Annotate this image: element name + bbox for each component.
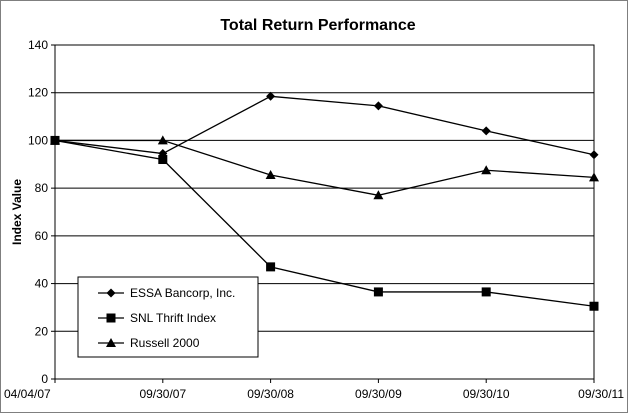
legend-entry: SNL Thrift Index	[98, 311, 216, 325]
series-line	[55, 139, 595, 196]
data-point	[481, 287, 491, 297]
data-point	[589, 172, 599, 182]
chart-title: Total Return Performance	[220, 17, 415, 34]
data-point	[481, 126, 491, 136]
x-axis-ticks: 04/04/07 09/30/07 09/30/08 09/30/09 09/30/10…	[4, 379, 624, 401]
x-tick-label: 09/30/10	[463, 387, 510, 401]
y-axis-label: Index Value	[10, 179, 24, 245]
legend-marker	[106, 288, 116, 298]
legend-entry: ESSA Bancorp, Inc.	[98, 286, 235, 300]
series-line	[54, 95, 595, 156]
x-tick-label: 09/30/08	[247, 387, 294, 401]
legend-label: SNL Thrift Index	[130, 311, 216, 325]
x-tick-label: 09/30/11	[578, 387, 624, 401]
data-point	[373, 190, 384, 200]
legend-marker	[106, 338, 116, 347]
data-point	[481, 165, 492, 175]
x-tick-label: 09/30/09	[355, 387, 402, 401]
data-point	[265, 170, 276, 180]
data-point	[589, 150, 599, 160]
data-point	[157, 135, 168, 145]
legend-entry: Russell 2000	[98, 336, 200, 350]
plot-area	[54, 44, 595, 380]
y-tick-label: 20	[35, 324, 49, 338]
series-2	[50, 135, 599, 200]
data-point	[50, 135, 60, 145]
series-0	[50, 91, 599, 160]
y-tick-label: 140	[28, 38, 48, 52]
y-tick-label: 0	[41, 372, 48, 386]
data-point	[266, 91, 276, 101]
data-point	[266, 262, 276, 272]
y-tick-label: 60	[35, 229, 49, 243]
legend-label: ESSA Bancorp, Inc.	[130, 286, 235, 300]
data-point	[373, 101, 383, 111]
y-tick-label: 80	[35, 181, 49, 195]
data-point	[373, 287, 383, 297]
y-tick-label: 40	[35, 277, 49, 291]
legend-marker	[106, 313, 116, 323]
y-tick-label: 100	[28, 133, 48, 147]
legend: ESSA Bancorp, Inc. SNL Thrift Index Russel…	[77, 276, 259, 358]
y-axis-ticks: 0 20 40 60 80 100 120 140	[28, 38, 55, 386]
series	[50, 91, 599, 311]
series-line	[54, 139, 595, 307]
y-tick-label: 120	[28, 86, 48, 100]
x-tick-label: 09/30/07	[139, 387, 186, 401]
x-tick-label: 04/04/07	[4, 387, 51, 401]
data-point	[158, 155, 168, 165]
data-point	[589, 301, 599, 311]
legend-label: Russell 2000	[130, 336, 200, 350]
